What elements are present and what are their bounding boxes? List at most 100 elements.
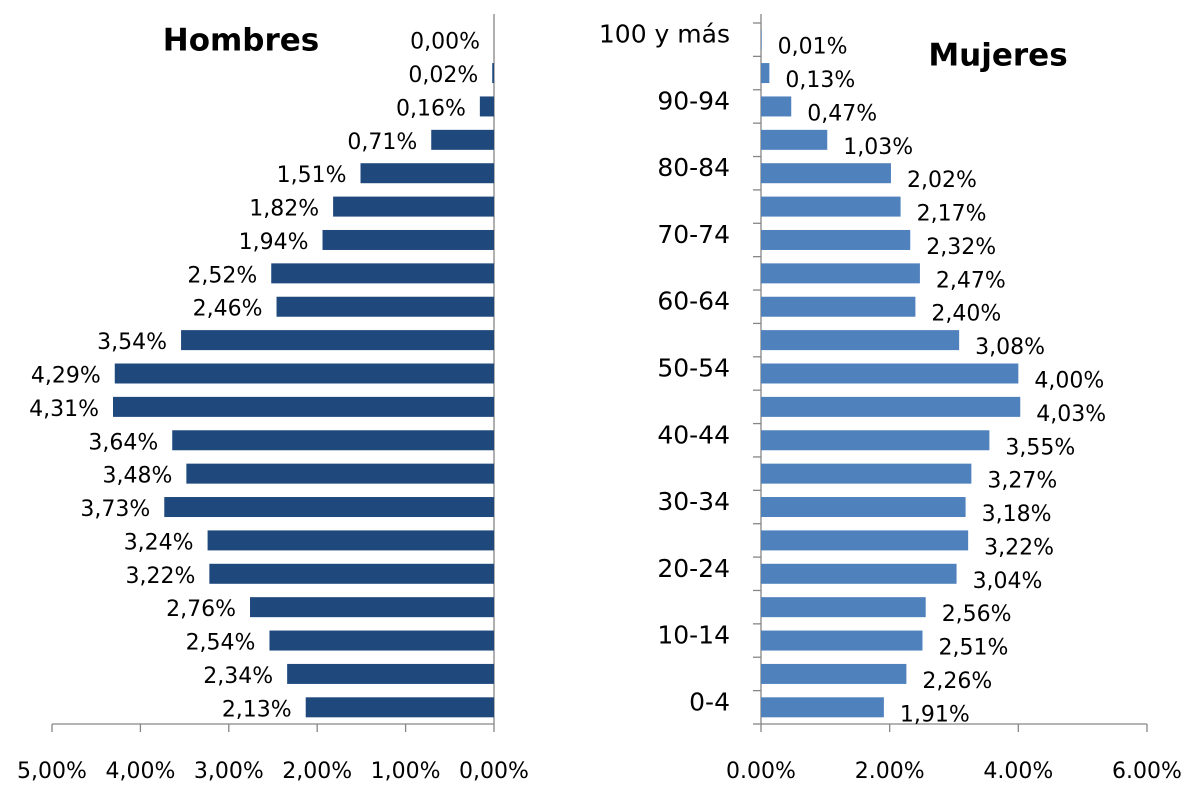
value-label: 2,13% bbox=[222, 697, 292, 722]
value-label: 2,52% bbox=[187, 263, 257, 288]
bar bbox=[761, 497, 966, 518]
category-label: 70-74 bbox=[657, 220, 730, 249]
bar bbox=[492, 63, 494, 84]
bar bbox=[761, 563, 957, 584]
x-tick-label: 4,00% bbox=[105, 759, 175, 784]
bar bbox=[761, 630, 923, 651]
bar bbox=[761, 129, 828, 150]
value-label: 1,94% bbox=[239, 230, 309, 255]
x-tick-label: 2,00% bbox=[282, 759, 352, 784]
value-label: 4,29% bbox=[31, 364, 101, 389]
value-label: 3,08% bbox=[975, 335, 1045, 360]
category-label: 100 y más bbox=[599, 20, 730, 49]
x-tick-label: 4.00% bbox=[983, 759, 1053, 784]
value-label: 3,48% bbox=[102, 464, 172, 489]
value-label: 2,34% bbox=[203, 664, 273, 689]
value-label: 3,73% bbox=[80, 497, 150, 522]
bar bbox=[431, 129, 494, 150]
x-tick-label: 0.00% bbox=[726, 759, 796, 784]
bar bbox=[761, 163, 891, 184]
value-label: 2,47% bbox=[936, 268, 1006, 293]
bar bbox=[112, 396, 494, 417]
x-tick-label: 2.00% bbox=[855, 759, 925, 784]
value-label: 0,00% bbox=[410, 30, 480, 55]
value-label: 0,02% bbox=[408, 63, 478, 88]
bar bbox=[761, 697, 884, 718]
value-label: 2,40% bbox=[931, 302, 1001, 327]
value-label: 3,22% bbox=[984, 535, 1054, 560]
bar bbox=[181, 330, 494, 351]
x-tick-label: 1,00% bbox=[371, 759, 441, 784]
value-label: 2,32% bbox=[926, 235, 996, 260]
value-label: 2,76% bbox=[166, 597, 236, 622]
bar bbox=[761, 96, 792, 117]
bar bbox=[761, 330, 960, 351]
category-label: 20-24 bbox=[657, 554, 730, 583]
category-label: 90-94 bbox=[657, 86, 730, 115]
bar bbox=[250, 597, 494, 618]
bar bbox=[114, 363, 494, 384]
value-label: 2,51% bbox=[938, 636, 1008, 661]
value-label: 1,51% bbox=[277, 163, 347, 188]
bar bbox=[360, 163, 494, 184]
x-tick-label: 6.00% bbox=[1112, 759, 1182, 784]
value-label: 4,00% bbox=[1034, 369, 1104, 394]
bar bbox=[269, 630, 494, 651]
bar bbox=[761, 663, 907, 684]
value-label: 2,46% bbox=[193, 297, 263, 322]
category-label: 60-64 bbox=[657, 287, 730, 316]
value-label: 0,47% bbox=[807, 101, 877, 126]
category-label: 30-34 bbox=[657, 487, 730, 516]
value-label: 3,24% bbox=[124, 530, 194, 555]
bar bbox=[305, 697, 494, 718]
bar bbox=[287, 663, 494, 684]
bar bbox=[209, 563, 495, 584]
value-label: 2,56% bbox=[942, 602, 1012, 627]
value-label: 1,03% bbox=[843, 135, 913, 160]
bar bbox=[761, 363, 1019, 384]
chart-title: Mujeres bbox=[928, 38, 1067, 74]
value-label: 3,22% bbox=[125, 564, 195, 589]
category-label: 0-4 bbox=[689, 687, 730, 716]
value-label: 4,03% bbox=[1036, 402, 1106, 427]
bar bbox=[761, 263, 920, 284]
bar bbox=[207, 530, 495, 551]
x-tick-label: 3,00% bbox=[194, 759, 264, 784]
bar bbox=[271, 263, 494, 284]
bar bbox=[761, 29, 762, 50]
value-label: 1,82% bbox=[249, 197, 319, 222]
value-label: 2,54% bbox=[186, 631, 256, 656]
value-label: 0,71% bbox=[347, 130, 417, 155]
value-label: 3,55% bbox=[1005, 435, 1075, 460]
value-label: 3,27% bbox=[987, 469, 1057, 494]
category-label: 50-54 bbox=[657, 354, 730, 383]
category-label: 10-14 bbox=[657, 621, 730, 650]
bar bbox=[276, 296, 494, 317]
bar bbox=[761, 396, 1021, 417]
x-tick-label: 5,00% bbox=[17, 759, 87, 784]
bar bbox=[186, 463, 495, 484]
bar bbox=[761, 229, 911, 250]
bar bbox=[761, 530, 969, 551]
bar bbox=[333, 196, 494, 217]
bar bbox=[761, 196, 901, 217]
value-label: 3,54% bbox=[97, 330, 167, 355]
value-label: 2,17% bbox=[917, 202, 987, 227]
value-label: 0,13% bbox=[785, 68, 855, 93]
value-label: 3,18% bbox=[982, 502, 1052, 527]
value-label: 0,01% bbox=[778, 35, 848, 60]
category-label: 80-84 bbox=[657, 153, 730, 182]
value-label: 4,31% bbox=[29, 397, 99, 422]
value-label: 3,04% bbox=[973, 569, 1043, 594]
bar bbox=[761, 63, 770, 84]
chart-title: Hombres bbox=[163, 23, 320, 59]
bar bbox=[761, 597, 926, 618]
category-label: 40-44 bbox=[657, 420, 730, 449]
bar bbox=[761, 430, 990, 451]
x-tick-label: 0,00% bbox=[459, 759, 529, 784]
value-label: 3,64% bbox=[88, 430, 158, 455]
value-label: 2,26% bbox=[922, 669, 992, 694]
value-label: 0,16% bbox=[396, 96, 466, 121]
bar bbox=[172, 430, 494, 451]
